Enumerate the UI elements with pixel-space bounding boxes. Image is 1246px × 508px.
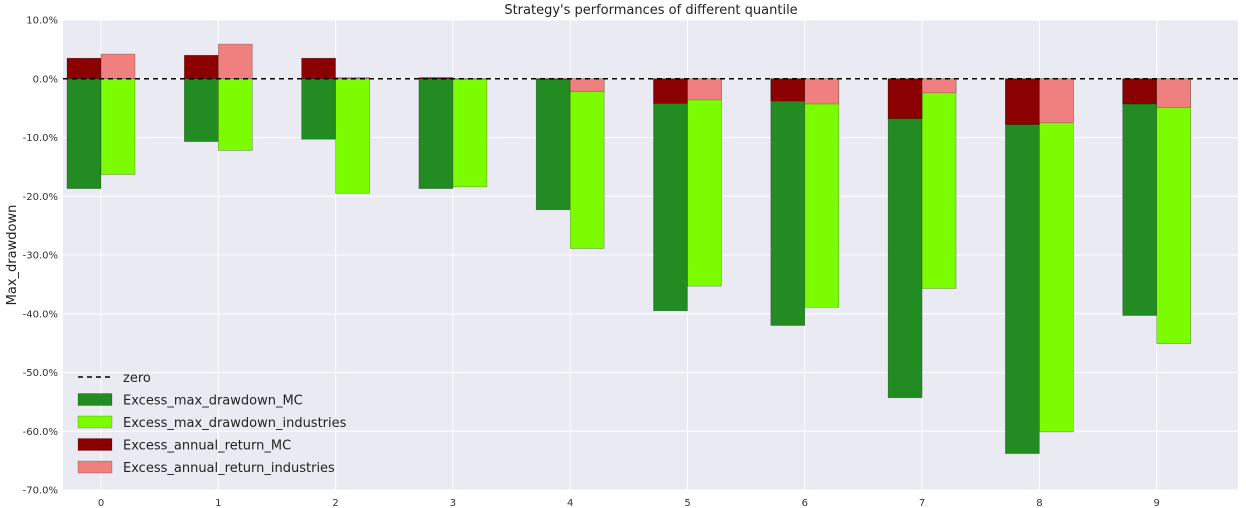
bar-excess-annual-return-mc-5 — [653, 78, 688, 104]
bar-excess-annual-return-industries-1 — [218, 43, 253, 80]
y-tick-label: -10.0% — [23, 133, 58, 144]
y-tick-label: -70.0% — [23, 486, 58, 497]
bar-excess-max-drawdown-industries-1 — [218, 78, 253, 151]
bar-excess-annual-return-mc-7 — [887, 78, 923, 120]
x-tick-label: 5 — [684, 498, 690, 508]
bar-excess-annual-return-industries-6 — [804, 78, 840, 105]
bar-excess-max-drawdown-industries-9 — [1156, 78, 1191, 345]
y-tick-label: 10.0% — [26, 16, 58, 27]
bar-excess-max-drawdown-mc-3 — [418, 78, 454, 189]
bar-excess-max-drawdown-mc-0 — [66, 78, 102, 189]
y-tick-labels: 10.0% 0.0% -10.0% -20.0% -30.0% -40.0% -50.0% -… — [23, 16, 58, 497]
bar-excess-max-drawdown-industries-4 — [569, 78, 605, 249]
bar-excess-max-drawdown-industries-5 — [687, 78, 722, 287]
x-tick-label: 7 — [919, 498, 925, 508]
chart-title: Strategy's performances of different qua… — [504, 3, 797, 18]
x-tick-label: 2 — [332, 498, 338, 508]
bar-excess-annual-return-mc-6 — [770, 78, 806, 102]
bar-excess-max-drawdown-mc-2 — [301, 78, 336, 140]
x-tick-label: 9 — [1154, 498, 1160, 508]
bar-excess-max-drawdown-mc-8 — [1005, 78, 1040, 454]
legend-label: Excess_annual_return_MC — [123, 439, 291, 454]
bar-excess-max-drawdown-mc-4 — [535, 78, 571, 211]
y-tick-label: -20.0% — [23, 192, 58, 203]
legend-swatch — [77, 438, 113, 451]
bar-excess-max-drawdown-industries-2 — [335, 78, 370, 194]
bar-excess-annual-return-industries-0 — [100, 53, 136, 80]
bar-excess-annual-return-industries-4 — [569, 78, 605, 92]
bar-excess-annual-return-industries-5 — [687, 78, 722, 101]
bar-excess-max-drawdown-industries-7 — [921, 78, 957, 289]
y-tick-label: -30.0% — [23, 251, 58, 262]
bar-excess-max-drawdown-industries-8 — [1039, 78, 1074, 433]
y-tick-label: -60.0% — [23, 427, 58, 438]
y-axis-label: Max_drawdown — [5, 205, 20, 306]
bar-excess-annual-return-mc-9 — [1122, 78, 1157, 105]
bar-excess-max-drawdown-industries-3 — [452, 78, 488, 188]
legend-label: Excess_annual_return_industries — [123, 461, 335, 476]
legend-label: Excess_max_drawdown_industries — [123, 416, 347, 431]
bar-excess-annual-return-industries-7 — [921, 78, 957, 94]
legend: zero Excess_max_drawdown_MC Excess_max_dra… — [77, 371, 347, 476]
bar-excess-annual-return-mc-8 — [1005, 78, 1040, 125]
legend-swatch — [77, 393, 113, 406]
bar-excess-annual-return-mc-1 — [184, 54, 219, 80]
bar-excess-max-drawdown-mc-1 — [184, 78, 219, 142]
bar-excess-annual-return-industries-8 — [1039, 78, 1074, 124]
x-tick-label: 6 — [802, 498, 808, 508]
bar-excess-max-drawdown-mc-5 — [653, 78, 688, 312]
y-tick-label: -50.0% — [23, 368, 58, 379]
y-tick-label: -40.0% — [23, 309, 58, 320]
legend-swatch — [77, 460, 113, 474]
bar-excess-annual-return-mc-0 — [66, 57, 102, 80]
legend-label-zero: zero — [123, 371, 151, 386]
bar-excess-max-drawdown-mc-6 — [770, 78, 806, 326]
x-tick-label: 0 — [98, 498, 104, 508]
bar-excess-max-drawdown-industries-6 — [804, 78, 840, 308]
bar-excess-max-drawdown-mc-9 — [1122, 78, 1157, 316]
x-tick-label: 3 — [450, 498, 456, 508]
x-tick-labels: 0 1 2 3 4 5 6 7 8 9 — [98, 498, 1160, 508]
bar-excess-max-drawdown-mc-7 — [887, 78, 923, 399]
x-tick-label: 4 — [567, 498, 573, 508]
legend-label: Excess_max_drawdown_MC — [123, 394, 303, 409]
bar-excess-max-drawdown-industries-0 — [100, 78, 136, 175]
legend-swatch — [77, 415, 113, 429]
x-tick-label: 8 — [1036, 498, 1042, 508]
y-tick-label: 0.0% — [33, 74, 58, 85]
bar-excess-annual-return-mc-2 — [301, 57, 336, 80]
x-tick-label: 1 — [215, 498, 221, 508]
bar-excess-annual-return-industries-9 — [1156, 78, 1191, 108]
bars — [66, 43, 1191, 454]
